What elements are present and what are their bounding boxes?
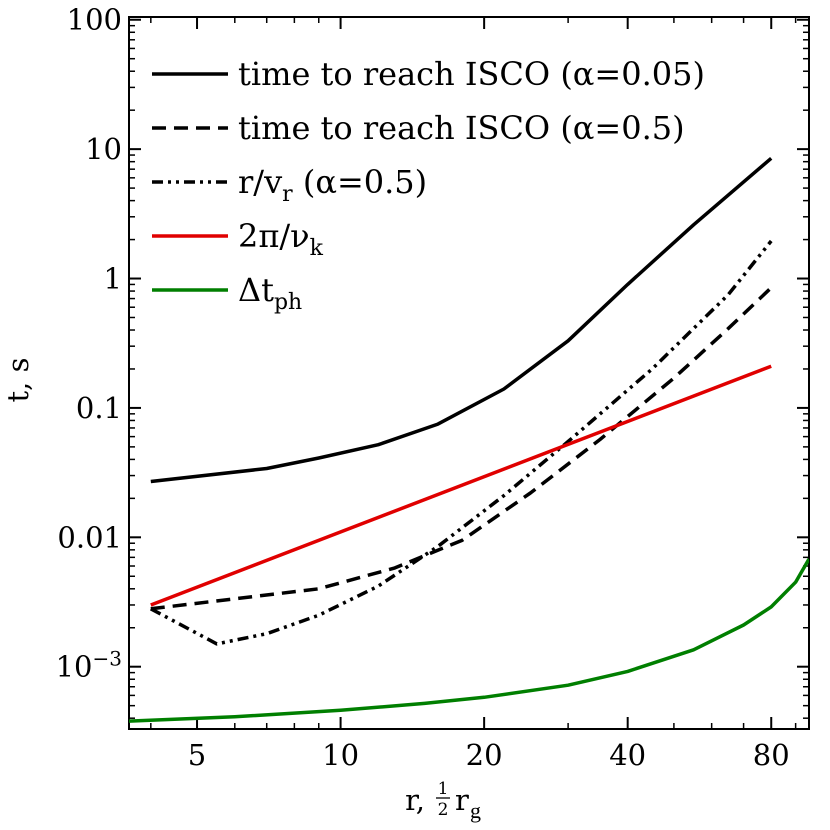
y-tick-label: 0.1	[76, 391, 122, 425]
axis-ticks: 100 10 1 0.1 0.01 10−3 5 10 20 40 80	[56, 3, 809, 772]
x-tick-label: 80	[753, 738, 790, 772]
legend-label-1: time to reach ISCO (α=0.05)	[238, 55, 705, 93]
y-axis-label: t, s	[1, 358, 35, 403]
plot-frame	[128, 16, 810, 730]
x-axis-label-frac-den: 2	[438, 800, 449, 820]
y-tick-label: 1	[104, 262, 122, 296]
series-line-4	[150, 364, 772, 607]
x-tick-label: 10	[322, 738, 359, 772]
x-axis-label: r, 1 2 r g	[405, 779, 481, 823]
y-tick-label: 10	[85, 132, 122, 166]
series-line-3	[149, 239, 773, 646]
legend-label-5: Δtph	[238, 271, 302, 315]
legend: time to reach ISCO (α=0.05) time to reach…	[152, 55, 705, 315]
x-axis-label-symbol: r	[455, 783, 469, 817]
x-tick-label: 5	[188, 738, 206, 772]
series-line-1	[150, 156, 773, 484]
series-line-2	[150, 286, 773, 611]
y-tick-label: 10−3	[56, 647, 122, 684]
legend-label-3: r/vr (α=0.5)	[238, 163, 427, 207]
series-line-5	[129, 558, 809, 723]
x-tick-label: 20	[466, 738, 503, 772]
x-axis-label-frac-num: 1	[438, 779, 449, 799]
x-axis-label-prefix: r,	[405, 783, 425, 817]
y-tick-label: 0.01	[57, 520, 122, 554]
x-tick-label: 40	[609, 738, 646, 772]
legend-label-4: 2π/νk	[238, 217, 324, 261]
legend-label-2: time to reach ISCO (α=0.5)	[238, 109, 685, 147]
y-tick-label: 100	[67, 3, 122, 37]
x-axis-label-subscript: g	[470, 798, 481, 823]
series-layer	[129, 156, 809, 723]
